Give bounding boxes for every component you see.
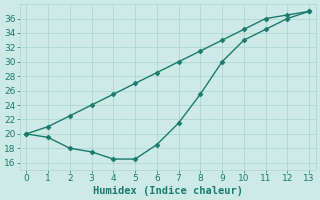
X-axis label: Humidex (Indice chaleur): Humidex (Indice chaleur) bbox=[93, 186, 243, 196]
